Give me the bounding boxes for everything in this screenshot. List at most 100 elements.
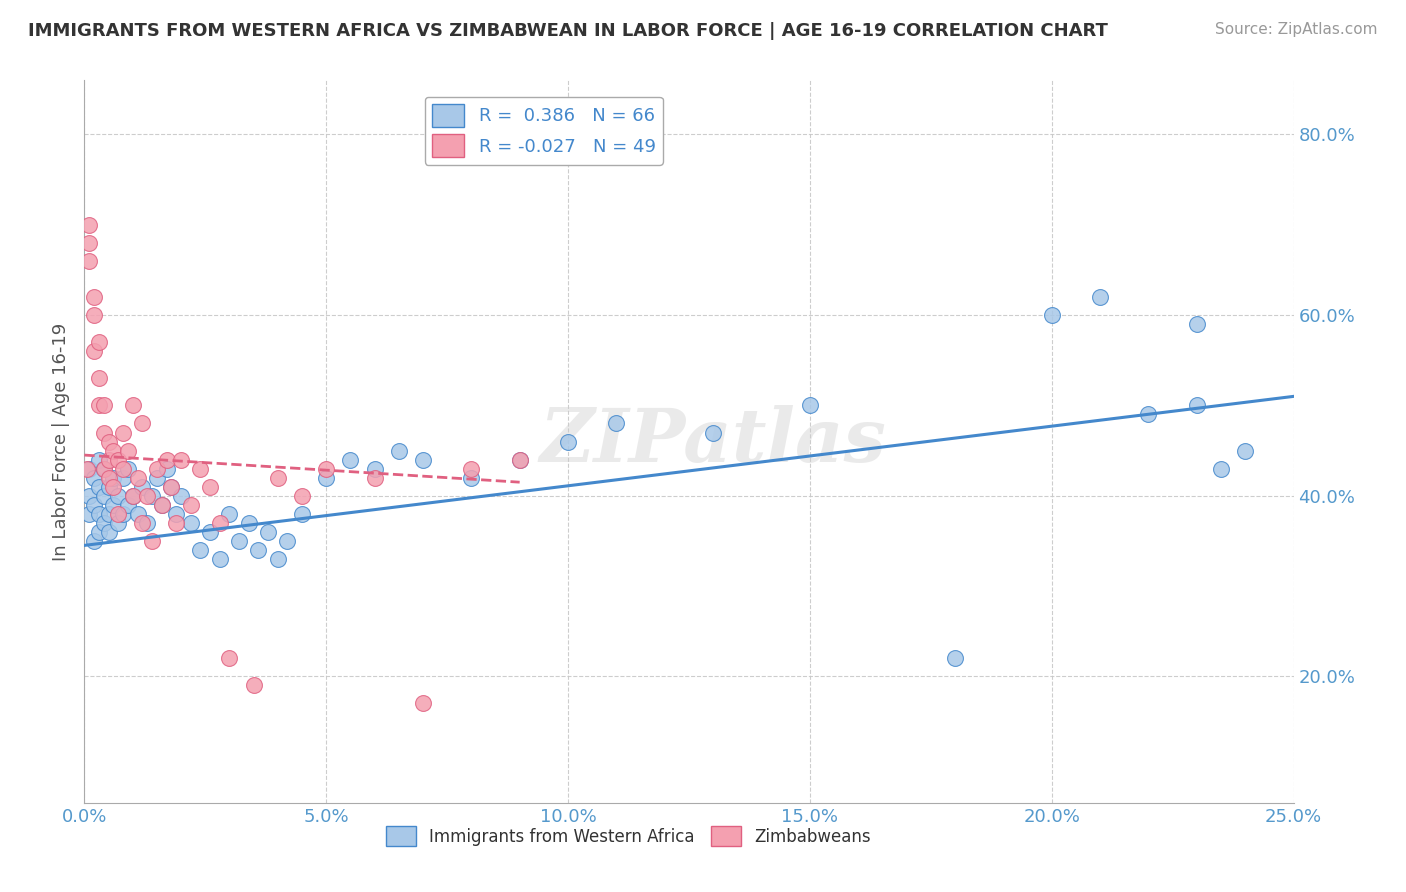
Point <box>1137 408 1160 422</box>
Point <box>93 461 115 475</box>
Point <box>228 533 250 548</box>
Point <box>93 425 115 440</box>
Point <box>291 507 314 521</box>
Point <box>170 452 193 467</box>
Point <box>412 697 434 711</box>
Point <box>131 480 153 494</box>
Point <box>160 480 183 494</box>
Point <box>1185 317 1208 331</box>
Point <box>97 452 120 467</box>
Point <box>93 516 115 530</box>
Point <box>87 335 110 350</box>
Point <box>1185 398 1208 412</box>
Point <box>150 498 173 512</box>
Point <box>112 471 135 485</box>
Point <box>141 533 163 548</box>
Point <box>363 471 385 485</box>
Point <box>97 471 120 485</box>
Point <box>103 471 125 485</box>
Point <box>160 480 183 494</box>
Point <box>218 651 240 665</box>
Point <box>412 452 434 467</box>
Point <box>180 498 202 512</box>
Point <box>291 489 314 503</box>
Point <box>107 452 129 467</box>
Point <box>267 552 290 566</box>
Point <box>107 489 129 503</box>
Point <box>509 452 531 467</box>
Point <box>943 651 966 665</box>
Point <box>131 516 153 530</box>
Point <box>77 461 100 475</box>
Point <box>97 434 120 449</box>
Point <box>146 461 169 475</box>
Point <box>1234 443 1257 458</box>
Point <box>93 461 115 475</box>
Text: Source: ZipAtlas.com: Source: ZipAtlas.com <box>1215 22 1378 37</box>
Point <box>77 253 100 268</box>
Point <box>131 417 153 431</box>
Point <box>112 507 135 521</box>
Point <box>93 398 115 412</box>
Point <box>190 542 212 557</box>
Point <box>83 498 105 512</box>
Point <box>136 489 159 503</box>
Point <box>121 489 143 503</box>
Point <box>242 678 264 692</box>
Point <box>218 507 240 521</box>
Point <box>117 498 139 512</box>
Point <box>107 507 129 521</box>
Point <box>315 471 337 485</box>
Point <box>267 471 290 485</box>
Point <box>77 489 100 503</box>
Point <box>388 443 411 458</box>
Point <box>460 461 482 475</box>
Point <box>257 524 280 539</box>
Point <box>97 524 120 539</box>
Point <box>83 344 105 359</box>
Point <box>170 489 193 503</box>
Point <box>363 461 385 475</box>
Point <box>83 533 105 548</box>
Point <box>97 480 120 494</box>
Point <box>315 461 337 475</box>
Point <box>77 507 100 521</box>
Point <box>87 398 110 412</box>
Point <box>460 471 482 485</box>
Point <box>190 461 212 475</box>
Point <box>155 461 177 475</box>
Point <box>87 524 110 539</box>
Point <box>605 417 627 431</box>
Point <box>87 452 110 467</box>
Point <box>87 371 110 385</box>
Point <box>198 480 221 494</box>
Point <box>117 461 139 475</box>
Point <box>83 290 105 304</box>
Point <box>339 452 361 467</box>
Point <box>208 552 231 566</box>
Point <box>165 507 187 521</box>
Point <box>127 471 149 485</box>
Point <box>103 480 125 494</box>
Text: ZIPatlas: ZIPatlas <box>540 405 887 478</box>
Point <box>180 516 202 530</box>
Point <box>1088 290 1111 304</box>
Point <box>77 235 100 250</box>
Point <box>97 507 120 521</box>
Y-axis label: In Labor Force | Age 16-19: In Labor Force | Age 16-19 <box>52 322 70 561</box>
Legend: Immigrants from Western Africa, Zimbabweans: Immigrants from Western Africa, Zimbabwe… <box>380 820 877 852</box>
Point <box>103 443 125 458</box>
Point <box>127 507 149 521</box>
Point <box>276 533 298 548</box>
Point <box>165 516 187 530</box>
Point <box>702 425 724 440</box>
Point <box>77 218 100 232</box>
Point <box>83 308 105 322</box>
Point <box>107 516 129 530</box>
Point <box>141 489 163 503</box>
Point <box>121 489 143 503</box>
Text: IMMIGRANTS FROM WESTERN AFRICA VS ZIMBABWEAN IN LABOR FORCE | AGE 16-19 CORRELAT: IMMIGRANTS FROM WESTERN AFRICA VS ZIMBAB… <box>28 22 1108 40</box>
Point <box>136 516 159 530</box>
Point <box>509 452 531 467</box>
Point <box>799 398 821 412</box>
